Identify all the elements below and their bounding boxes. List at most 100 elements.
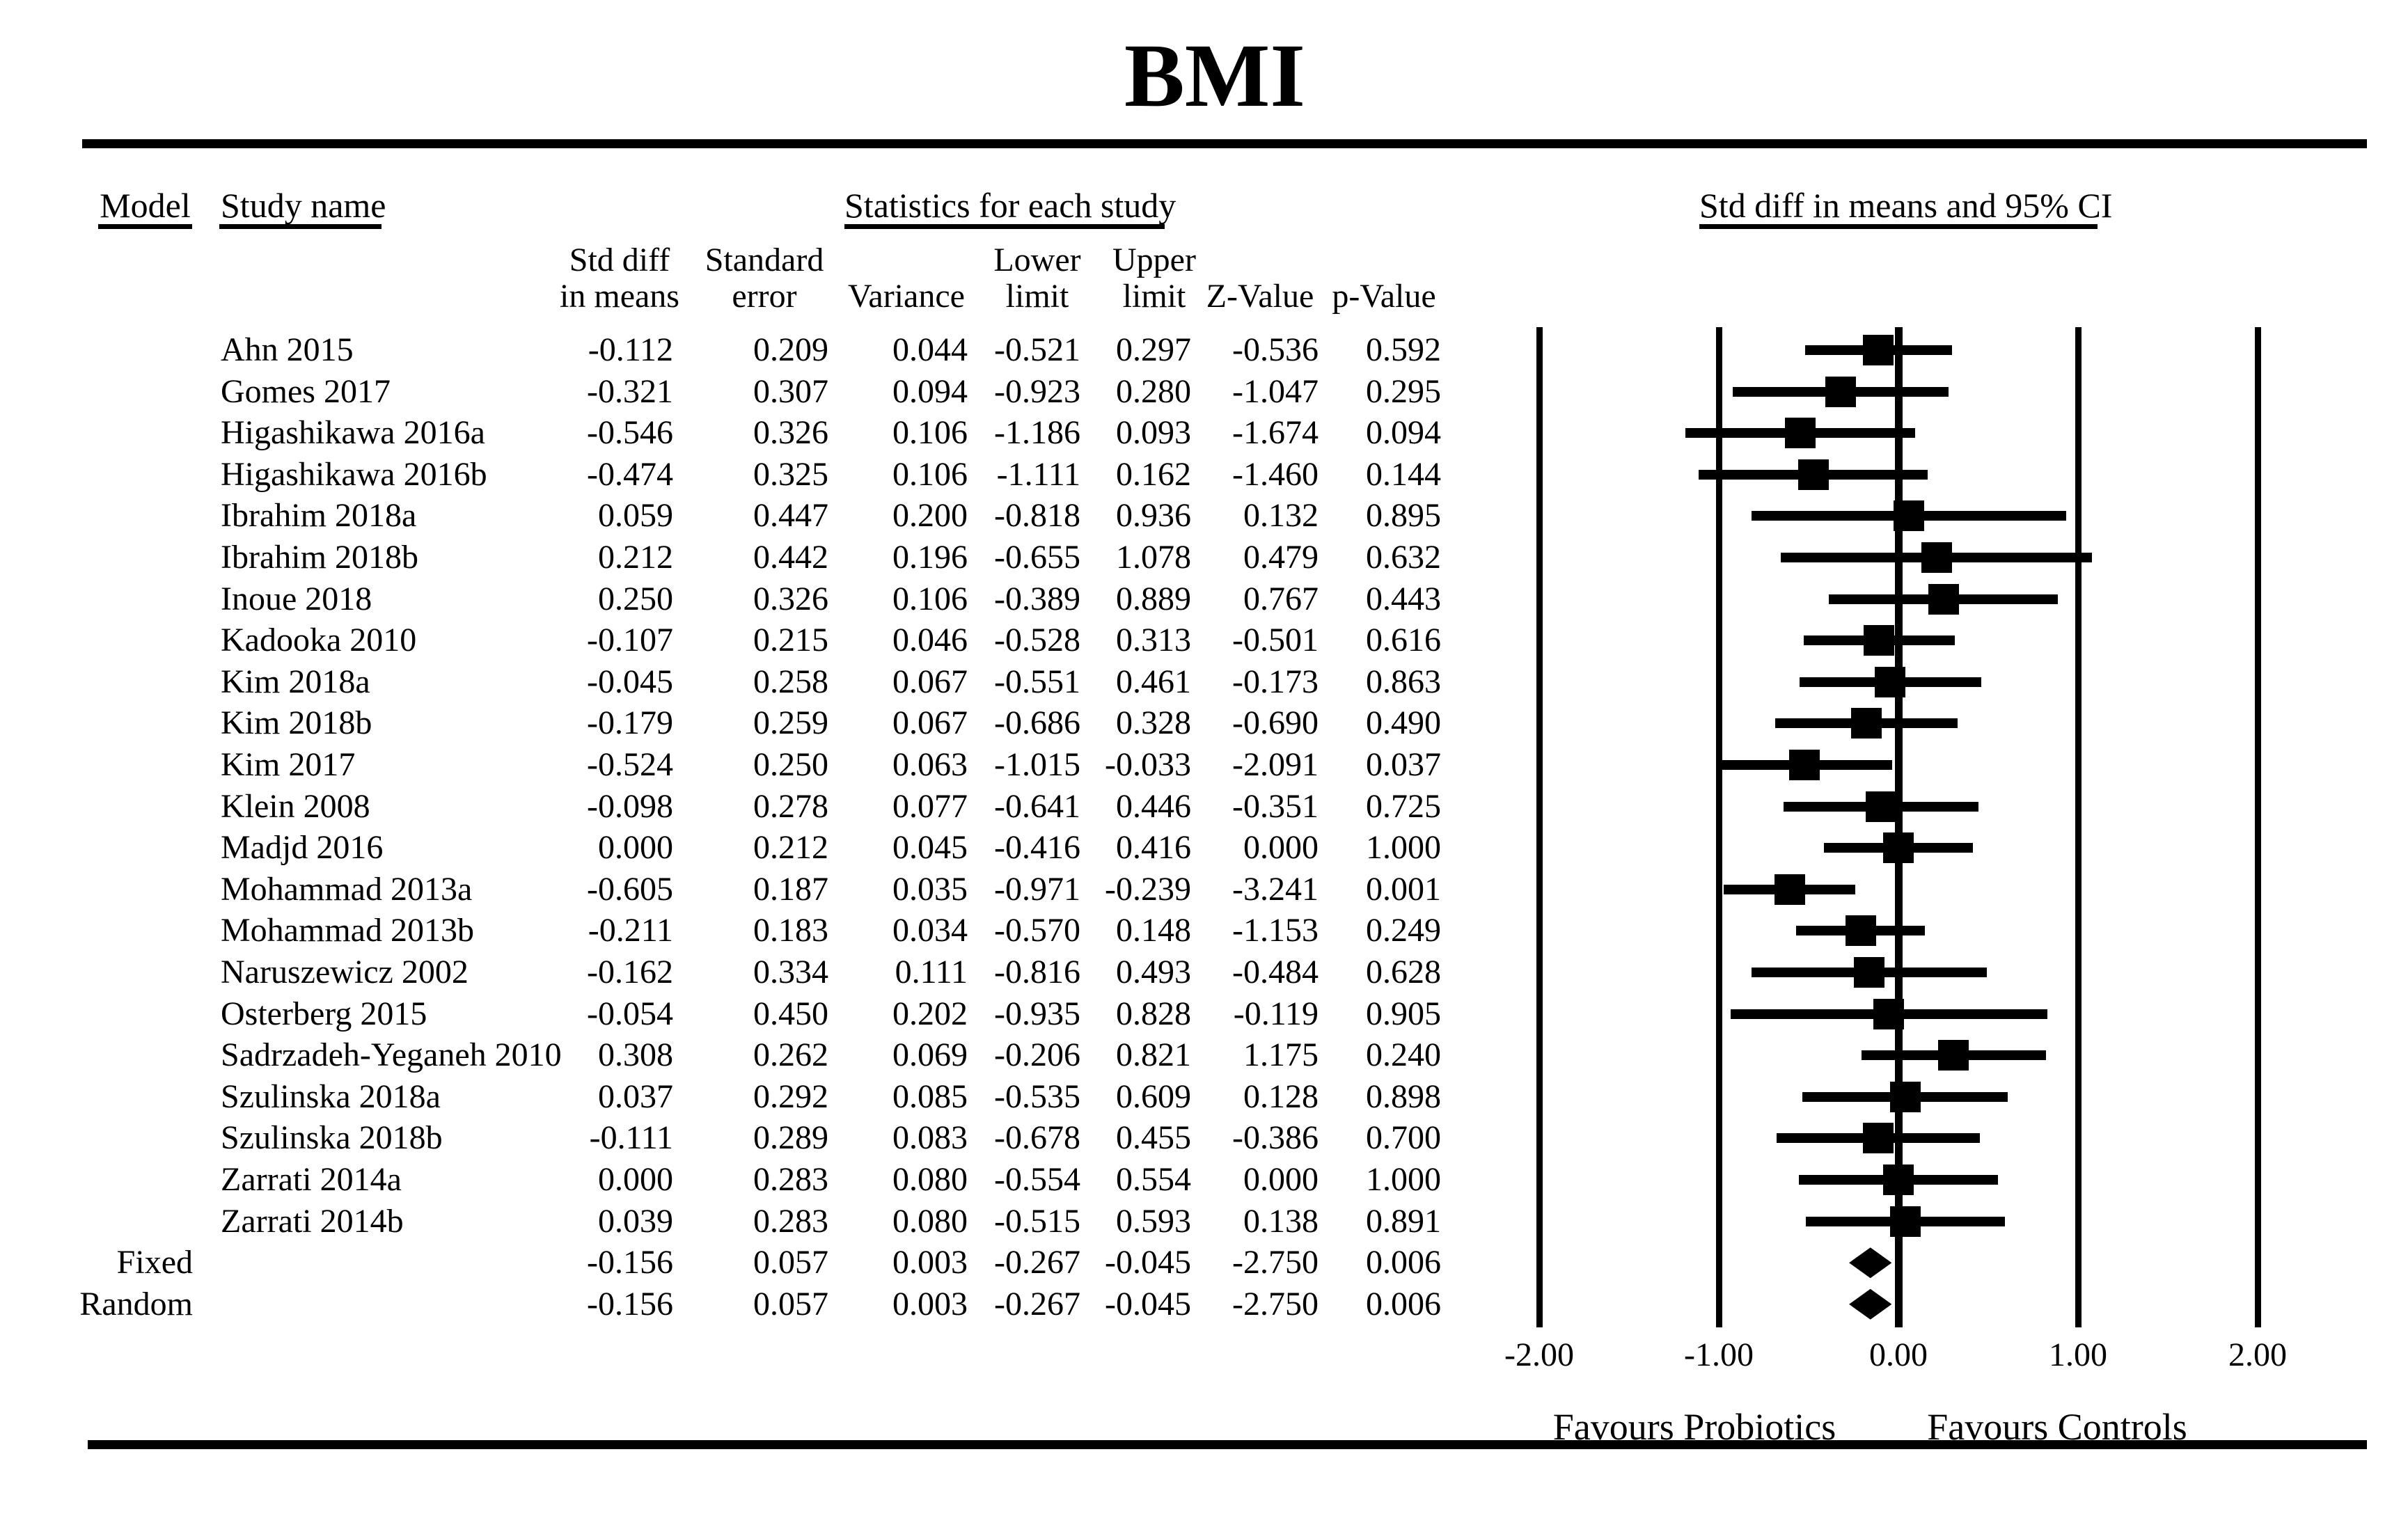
cell-std_diff: -0.474	[587, 455, 673, 493]
cell-p_value: 0.632	[1366, 539, 1441, 576]
point-estimate-square	[1864, 625, 1895, 656]
cell-p_value: 1.000	[1366, 1161, 1441, 1198]
cell-std_diff: 0.212	[598, 539, 673, 576]
bottom-rule	[88, 1440, 2367, 1449]
cell-standard_error: 0.212	[753, 829, 828, 867]
cell-upper_limit: -0.045	[1105, 1285, 1191, 1322]
cell-upper_limit: -0.045	[1105, 1244, 1191, 1281]
cell-std_diff: 0.000	[598, 829, 673, 867]
cell-lower_limit: -0.267	[994, 1285, 1080, 1322]
study-header-underline	[219, 224, 381, 229]
point-estimate-square	[1863, 335, 1894, 365]
cell-z_value: -0.536	[1232, 331, 1319, 368]
study-label: Ibrahim 2018b	[221, 539, 418, 576]
cell-lower_limit: -0.935	[994, 995, 1080, 1032]
cell-upper_limit: -0.033	[1105, 746, 1191, 783]
cell-std_diff: -0.054	[587, 995, 673, 1032]
cell-p_value: 0.898	[1366, 1077, 1441, 1115]
cell-variance: 0.085	[892, 1077, 968, 1115]
point-estimate-square	[1873, 998, 1905, 1029]
axis-tick-label: 0.00	[1869, 1336, 1928, 1373]
cell-upper_limit: 0.554	[1116, 1161, 1191, 1198]
model-header-underline	[98, 224, 192, 229]
figure-title: BMI	[1124, 26, 1305, 126]
cell-upper_limit: 0.416	[1116, 829, 1191, 867]
cell-z_value: 0.479	[1243, 539, 1319, 576]
cell-standard_error: 0.259	[753, 704, 828, 742]
favours-right-label: Favours Controls	[1927, 1406, 2187, 1448]
study-label: Mohammad 2013a	[221, 870, 473, 908]
study-label: Osterberg 2015	[221, 995, 427, 1032]
cell-lower_limit: -0.267	[994, 1244, 1080, 1281]
stat-subheader: Variance	[848, 278, 965, 315]
cell-p_value: 0.895	[1366, 497, 1441, 535]
top-rule	[82, 139, 2367, 148]
cell-lower_limit: -0.535	[994, 1077, 1080, 1115]
cell-upper_limit: 0.280	[1116, 372, 1191, 410]
cell-z_value: -1.153	[1232, 912, 1319, 949]
point-estimate-square	[1883, 1164, 1914, 1195]
study-label: Madjd 2016	[221, 829, 384, 867]
cell-p_value: 0.905	[1366, 995, 1441, 1032]
cell-variance: 0.196	[892, 539, 968, 576]
cell-z_value: -0.173	[1232, 663, 1319, 700]
model-label: Random	[79, 1285, 193, 1322]
cell-p_value: 0.628	[1366, 954, 1441, 990]
cell-z_value: 1.175	[1243, 1036, 1319, 1074]
cell-p_value: 0.700	[1366, 1119, 1441, 1157]
cell-std_diff: 0.000	[598, 1161, 673, 1198]
cell-z_value: -2.750	[1232, 1285, 1319, 1322]
cell-variance: 0.077	[892, 787, 968, 825]
cell-p_value: 0.240	[1366, 1036, 1441, 1074]
cell-p_value: 0.443	[1366, 580, 1441, 617]
cell-variance: 0.202	[892, 995, 968, 1032]
cell-p_value: 0.001	[1366, 870, 1441, 908]
cell-p_value: 1.000	[1366, 829, 1441, 867]
cell-variance: 0.083	[892, 1119, 968, 1157]
cell-std_diff: -0.321	[587, 372, 673, 410]
cell-standard_error: 0.278	[753, 787, 828, 825]
cell-z_value: -2.091	[1232, 746, 1319, 783]
axis-tick-label: 2.00	[2228, 1336, 2287, 1373]
cell-p_value: 0.249	[1366, 912, 1441, 949]
cell-std_diff: 0.059	[598, 497, 673, 535]
cell-variance: 0.080	[892, 1202, 968, 1240]
cell-p_value: 0.037	[1366, 746, 1441, 783]
cell-upper_limit: 0.297	[1116, 331, 1191, 368]
cell-z_value: -2.750	[1232, 1244, 1319, 1281]
cell-std_diff: 0.037	[598, 1077, 673, 1115]
cell-std_diff: -0.111	[589, 1119, 673, 1157]
cell-variance: 0.067	[892, 704, 968, 742]
cell-standard_error: 0.283	[753, 1202, 828, 1240]
cell-variance: 0.067	[892, 663, 968, 700]
cell-lower_limit: -0.923	[994, 372, 1080, 410]
cell-standard_error: 0.334	[753, 954, 828, 990]
cell-upper_limit: 0.936	[1116, 497, 1191, 535]
cell-upper_limit: 0.328	[1116, 704, 1191, 742]
cell-variance: 0.063	[892, 746, 968, 783]
cell-p_value: 0.094	[1366, 414, 1441, 452]
point-estimate-square	[1865, 791, 1896, 822]
study-label: Higashikawa 2016b	[221, 455, 487, 493]
study-label: Zarrati 2014a	[221, 1161, 402, 1198]
cell-std_diff: -0.112	[588, 331, 673, 368]
cell-lower_limit: -0.818	[994, 497, 1080, 535]
cell-standard_error: 0.447	[753, 497, 828, 535]
cell-standard_error: 0.057	[753, 1244, 828, 1281]
cell-lower_limit: -0.971	[994, 870, 1080, 908]
study-label: Kadooka 2010	[221, 622, 417, 659]
cell-std_diff: -0.605	[587, 870, 673, 908]
stat-subheader: Z-Value	[1206, 278, 1314, 315]
ci-header-underline	[1699, 224, 2098, 229]
cell-std_diff: -0.156	[587, 1244, 673, 1281]
study-label: Szulinska 2018a	[221, 1077, 441, 1115]
cell-std_diff: -0.045	[587, 663, 673, 700]
cell-std_diff: -0.162	[587, 954, 673, 990]
point-estimate-square	[1921, 542, 1952, 573]
point-estimate-square	[1863, 1123, 1894, 1154]
cell-standard_error: 0.326	[753, 580, 828, 617]
cell-lower_limit: -0.416	[994, 829, 1080, 867]
cell-variance: 0.200	[892, 497, 968, 535]
cell-standard_error: 0.258	[753, 663, 828, 700]
pooled-diamond	[1849, 1288, 1892, 1320]
